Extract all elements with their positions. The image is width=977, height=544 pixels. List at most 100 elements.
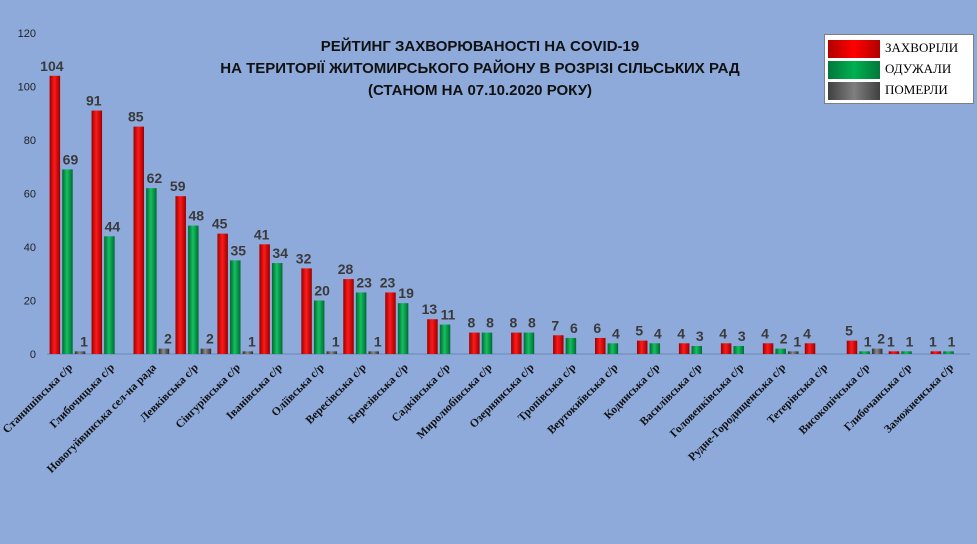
data-label-sick: 8 bbox=[509, 315, 517, 331]
bar-recovered bbox=[859, 351, 870, 354]
data-label-died: 1 bbox=[80, 333, 88, 349]
data-label-recovered: 1 bbox=[864, 333, 872, 349]
bar-sick bbox=[678, 343, 690, 354]
bar-died bbox=[788, 351, 799, 354]
data-label-sick: 28 bbox=[338, 261, 354, 277]
data-label-sick: 41 bbox=[254, 226, 270, 242]
y-tick-label: 100 bbox=[18, 82, 36, 94]
data-label-died: 2 bbox=[206, 331, 214, 347]
bar-sick bbox=[846, 340, 858, 354]
legend-label-sick: ЗАХВОРІЛИ bbox=[885, 40, 959, 55]
data-label-died: 1 bbox=[374, 333, 382, 349]
bar-sick bbox=[804, 343, 816, 354]
data-label-sick: 8 bbox=[467, 315, 475, 331]
bar-recovered bbox=[649, 343, 661, 354]
data-label-sick: 85 bbox=[128, 109, 144, 125]
legend: ЗАХВОРІЛИ ОДУЖАЛИ ПОМЕРЛИ bbox=[824, 34, 974, 104]
bar-recovered bbox=[607, 343, 619, 354]
x-tick-label: Головенківська с/р bbox=[668, 362, 746, 440]
bar-recovered bbox=[439, 324, 451, 354]
bar-died bbox=[242, 351, 254, 354]
bar-recovered bbox=[943, 351, 954, 354]
data-label-recovered: 69 bbox=[63, 151, 79, 167]
bar-recovered bbox=[271, 263, 283, 354]
x-tick-label: Станишівська с/р bbox=[1, 362, 75, 436]
bar-recovered bbox=[901, 351, 912, 354]
data-label-died: 2 bbox=[877, 331, 885, 347]
bar-died bbox=[200, 348, 212, 354]
y-tick-label: 0 bbox=[30, 349, 36, 361]
legend-label-recovered: ОДУЖАЛИ bbox=[885, 61, 952, 76]
legend-swatch-died bbox=[828, 82, 880, 100]
data-label-sick: 32 bbox=[296, 250, 312, 266]
legend-swatch-recovered bbox=[828, 61, 880, 79]
y-tick-label: 80 bbox=[24, 135, 36, 147]
bar-sick bbox=[888, 351, 900, 354]
data-label-recovered: 2 bbox=[780, 331, 788, 347]
data-label-recovered: 19 bbox=[398, 285, 414, 301]
bar-recovered bbox=[775, 348, 786, 354]
bar-recovered bbox=[62, 169, 73, 354]
data-label-sick: 13 bbox=[422, 301, 438, 317]
bar-recovered bbox=[313, 300, 325, 354]
bar-recovered bbox=[523, 332, 535, 354]
bar-recovered bbox=[355, 292, 367, 354]
bar-sick bbox=[595, 337, 606, 354]
data-label-recovered: 6 bbox=[570, 320, 578, 336]
data-label-sick: 4 bbox=[677, 325, 685, 341]
bar-recovered bbox=[691, 345, 703, 354]
bar-sick bbox=[49, 75, 61, 355]
data-label-died: 1 bbox=[248, 333, 256, 349]
bar-sick bbox=[259, 244, 270, 354]
data-label-recovered: 8 bbox=[528, 315, 536, 331]
data-label-recovered: 11 bbox=[441, 307, 456, 323]
data-label-died: 2 bbox=[164, 331, 172, 347]
data-label-sick: 91 bbox=[86, 93, 102, 109]
bar-recovered bbox=[733, 345, 744, 354]
data-label-recovered: 62 bbox=[147, 170, 163, 186]
data-label-sick: 4 bbox=[719, 325, 727, 341]
data-label-sick: 7 bbox=[551, 317, 559, 333]
bar-died bbox=[871, 348, 883, 354]
data-label-sick: 23 bbox=[380, 274, 396, 290]
data-label-recovered: 44 bbox=[105, 218, 121, 234]
bar-sick bbox=[175, 196, 186, 354]
x-tick-label: Миролюбівська с/р bbox=[415, 362, 495, 442]
data-label-died: 1 bbox=[793, 333, 801, 349]
data-label-sick: 45 bbox=[212, 216, 228, 232]
legend-item-recovered: ОДУЖАЛИ bbox=[825, 60, 973, 80]
data-label-recovered: 48 bbox=[189, 208, 205, 224]
legend-item-died: ПОМЕРЛИ bbox=[825, 81, 973, 101]
data-label-sick: 104 bbox=[40, 58, 64, 74]
bar-sick bbox=[343, 279, 354, 354]
chart-title-line-1: РЕЙТИНГ ЗАХВОРЮВАНОСТІ НА COVID-19 bbox=[320, 38, 640, 55]
bar-died bbox=[74, 351, 86, 354]
bar-sick bbox=[511, 332, 522, 354]
bar-recovered bbox=[230, 260, 241, 354]
data-label-sick: 4 bbox=[761, 325, 769, 341]
bar-died bbox=[368, 351, 379, 354]
legend-label-died: ПОМЕРЛИ bbox=[885, 82, 948, 97]
data-label-recovered: 35 bbox=[230, 242, 246, 258]
bar-sick bbox=[133, 126, 145, 354]
y-tick-label: 120 bbox=[18, 28, 36, 40]
data-label-recovered: 1 bbox=[948, 333, 956, 349]
data-label-sick: 5 bbox=[635, 323, 643, 339]
bar-sick bbox=[636, 340, 648, 354]
bar-sick bbox=[930, 351, 942, 354]
bar-sick bbox=[720, 343, 732, 354]
bar-recovered bbox=[481, 332, 493, 354]
bar-sick bbox=[553, 335, 564, 354]
bar-sick bbox=[762, 343, 774, 354]
bar-sick bbox=[385, 292, 396, 354]
x-tick-label: Вертокиївська с/р bbox=[546, 362, 621, 437]
data-label-sick: 5 bbox=[845, 323, 853, 339]
y-tick-label: 20 bbox=[24, 296, 36, 308]
data-label-sick: 4 bbox=[803, 325, 811, 341]
data-label-sick: 59 bbox=[170, 178, 186, 194]
data-label-sick: 1 bbox=[929, 333, 937, 349]
data-label-recovered: 4 bbox=[654, 325, 662, 341]
chart-title-line-3: (СТАНОМ НА 07.10.2020 РОКУ) bbox=[367, 82, 593, 99]
legend-swatch-sick bbox=[828, 40, 880, 58]
